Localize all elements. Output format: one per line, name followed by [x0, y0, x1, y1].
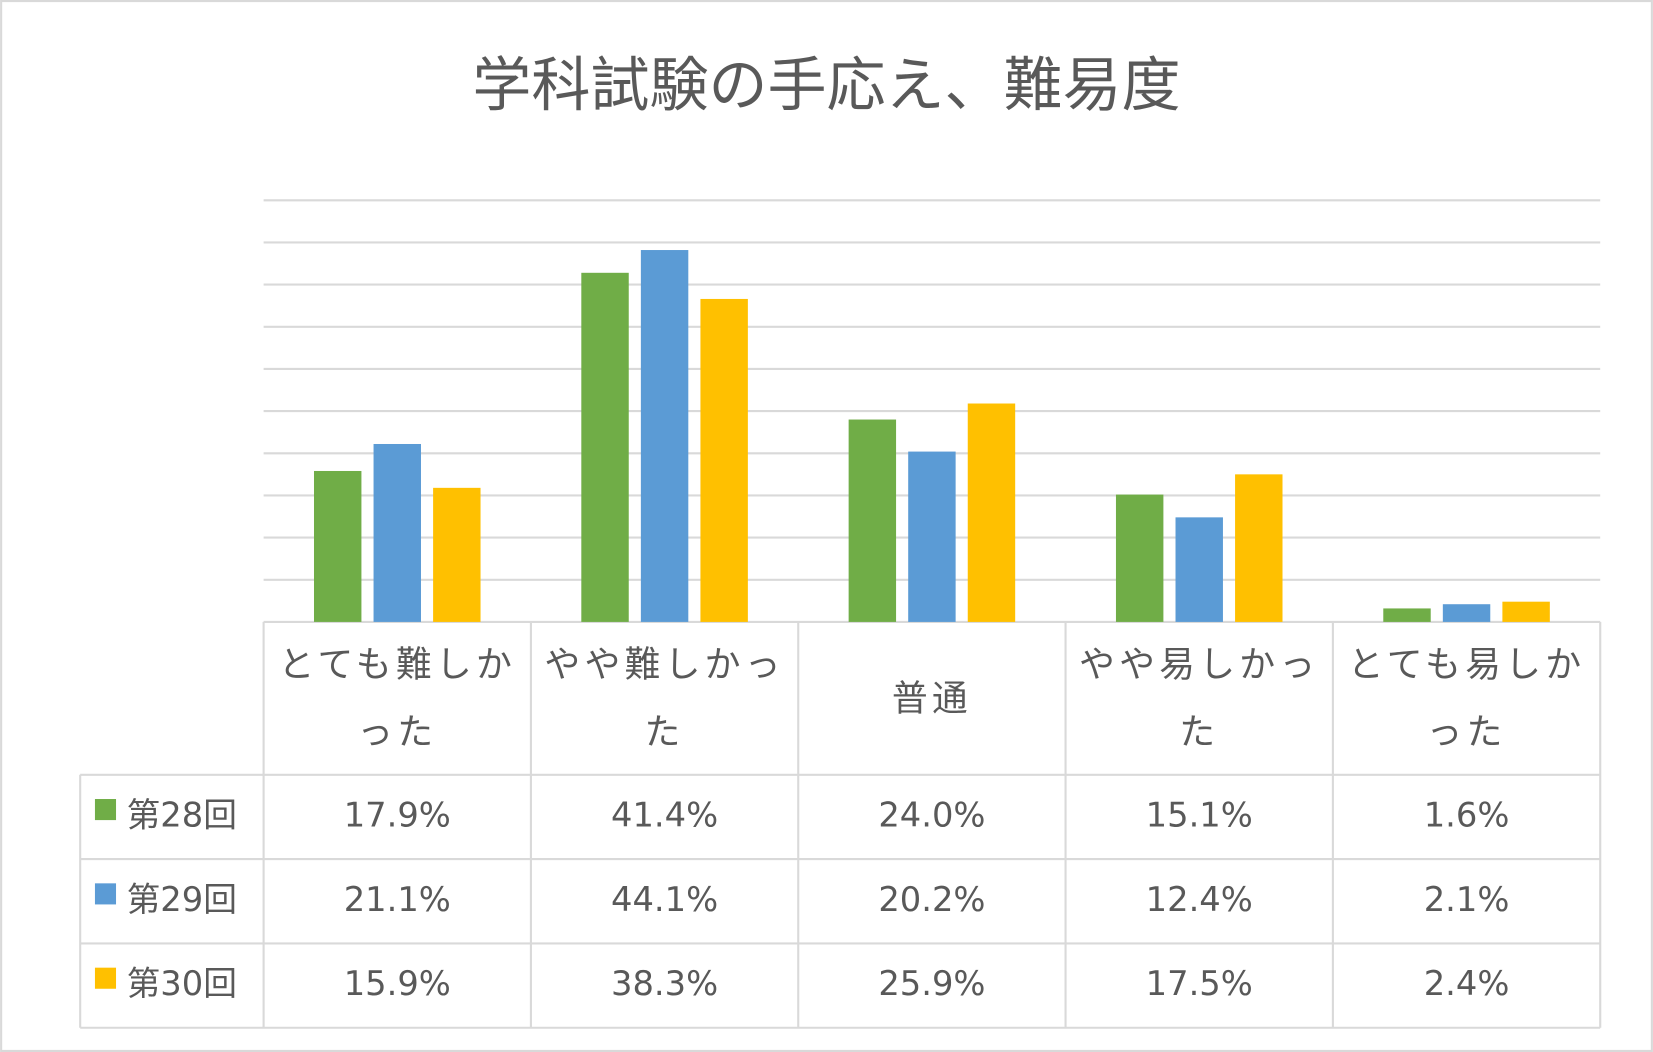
category-cell: 普通	[891, 677, 972, 720]
x-tick-label: やや難しかった	[544, 643, 785, 754]
category-cell: やや易しかった	[1079, 643, 1320, 754]
bar	[1235, 474, 1283, 622]
bar	[581, 272, 629, 622]
data-label: 24.0%	[878, 795, 985, 834]
bar	[1175, 517, 1223, 622]
legend-label: 第28回	[127, 795, 237, 834]
x-tick-label: 普通	[891, 677, 972, 720]
data-label: 38.3%	[611, 964, 718, 1003]
data-label: 12.4%	[1146, 880, 1253, 919]
data-label: 21.1%	[344, 880, 451, 919]
bar	[1442, 604, 1491, 622]
category-cell: やや難しかった	[544, 643, 785, 754]
x-tick-label: とても易しかった	[1347, 643, 1586, 754]
legend-swatch	[94, 883, 117, 905]
category-cell: とても易しかった	[1347, 643, 1586, 754]
legend-swatch	[94, 967, 117, 989]
x-tick-label: とても難しかった	[278, 643, 516, 754]
legend-label: 第29回	[127, 880, 237, 919]
category-cell: とても難しかった	[278, 643, 516, 754]
bar	[433, 487, 481, 622]
data-label: 15.9%	[344, 964, 451, 1003]
data-label: 15.1%	[1146, 795, 1253, 834]
data-label: 2.4%	[1424, 964, 1510, 1003]
bar	[313, 470, 362, 622]
data-label: 41.4%	[611, 795, 718, 834]
bar	[700, 298, 748, 622]
bar	[908, 451, 956, 622]
bar	[373, 443, 421, 622]
x-tick-label: やや易しかった	[1079, 643, 1320, 754]
data-label: 44.1%	[611, 880, 718, 919]
bar	[967, 403, 1016, 622]
bar	[1502, 601, 1550, 622]
data-label: 1.6%	[1424, 795, 1510, 834]
legend-swatch	[94, 799, 117, 821]
bar	[1115, 494, 1164, 622]
data-label: 2.1%	[1424, 880, 1510, 919]
data-label: 17.5%	[1146, 964, 1253, 1003]
bar	[640, 250, 689, 622]
chart-title: 学科試験の手応え、難易度	[472, 51, 1180, 120]
bar	[1383, 608, 1431, 622]
data-label: 25.9%	[878, 964, 985, 1003]
legend-label: 第30回	[127, 964, 237, 1003]
bar	[848, 419, 897, 622]
data-label: 20.2%	[878, 880, 985, 919]
data-label: 17.9%	[344, 795, 451, 834]
